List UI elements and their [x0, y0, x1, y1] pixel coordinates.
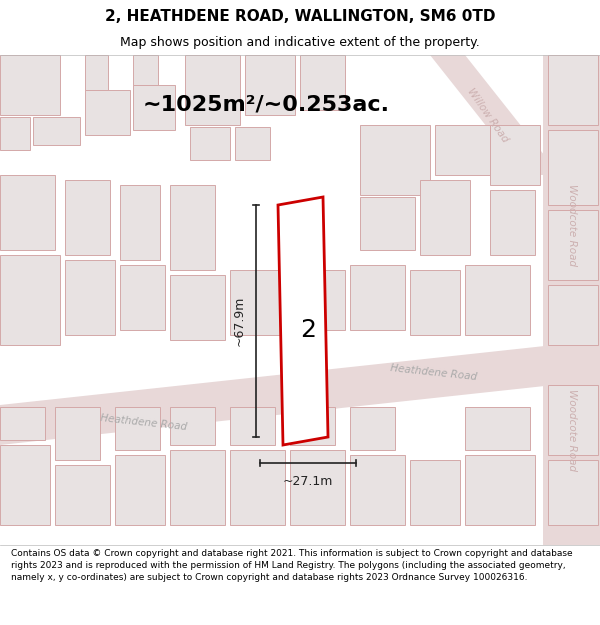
Polygon shape — [350, 407, 395, 450]
Text: ~1025m²/~0.253ac.: ~1025m²/~0.253ac. — [143, 95, 390, 115]
Polygon shape — [278, 197, 328, 445]
Polygon shape — [235, 127, 270, 160]
Text: ~27.1m: ~27.1m — [283, 475, 333, 488]
Polygon shape — [410, 270, 460, 335]
Polygon shape — [548, 55, 598, 125]
Text: Heathdene Road: Heathdene Road — [390, 364, 478, 382]
Polygon shape — [290, 450, 345, 525]
Polygon shape — [65, 260, 115, 335]
Polygon shape — [115, 455, 165, 525]
Polygon shape — [190, 127, 230, 160]
Polygon shape — [490, 125, 540, 185]
Text: Heathdene Road: Heathdene Road — [100, 414, 188, 432]
Polygon shape — [435, 125, 490, 175]
Polygon shape — [430, 55, 560, 175]
Polygon shape — [55, 407, 100, 460]
Polygon shape — [420, 180, 470, 255]
Polygon shape — [410, 460, 460, 525]
Polygon shape — [230, 407, 275, 445]
Polygon shape — [0, 340, 600, 445]
Polygon shape — [33, 117, 80, 145]
Polygon shape — [543, 55, 600, 545]
Polygon shape — [0, 117, 30, 150]
Polygon shape — [170, 407, 215, 445]
Text: Woodcote Road: Woodcote Road — [567, 184, 577, 266]
Polygon shape — [120, 185, 160, 260]
Polygon shape — [85, 90, 130, 135]
Polygon shape — [170, 185, 215, 270]
Polygon shape — [55, 465, 110, 525]
Polygon shape — [185, 55, 240, 125]
Polygon shape — [115, 407, 160, 450]
Polygon shape — [85, 55, 108, 90]
Polygon shape — [290, 270, 345, 330]
Polygon shape — [548, 460, 598, 525]
Text: Contains OS data © Crown copyright and database right 2021. This information is : Contains OS data © Crown copyright and d… — [11, 549, 572, 582]
Polygon shape — [133, 55, 158, 85]
Polygon shape — [548, 130, 598, 205]
Polygon shape — [360, 197, 415, 250]
Polygon shape — [170, 450, 225, 525]
Polygon shape — [465, 407, 530, 450]
Polygon shape — [170, 275, 225, 340]
Polygon shape — [548, 210, 598, 280]
Text: 2: 2 — [300, 318, 316, 342]
Polygon shape — [0, 445, 50, 525]
Polygon shape — [65, 180, 110, 255]
Polygon shape — [133, 85, 175, 130]
Polygon shape — [245, 55, 295, 115]
Polygon shape — [360, 125, 430, 195]
Polygon shape — [548, 385, 598, 455]
Polygon shape — [230, 270, 285, 335]
Polygon shape — [465, 455, 535, 525]
Text: Willow Road: Willow Road — [466, 86, 511, 144]
Polygon shape — [0, 175, 55, 250]
Polygon shape — [0, 255, 60, 345]
Polygon shape — [490, 190, 535, 255]
Polygon shape — [465, 265, 530, 335]
Text: 2, HEATHDENE ROAD, WALLINGTON, SM6 0TD: 2, HEATHDENE ROAD, WALLINGTON, SM6 0TD — [105, 9, 495, 24]
Polygon shape — [350, 265, 405, 330]
Text: Map shows position and indicative extent of the property.: Map shows position and indicative extent… — [120, 36, 480, 49]
Polygon shape — [230, 450, 285, 525]
Polygon shape — [0, 55, 60, 115]
Polygon shape — [548, 285, 598, 345]
Polygon shape — [290, 407, 335, 445]
Polygon shape — [350, 455, 405, 525]
Polygon shape — [0, 407, 45, 440]
Text: Woodcote Road: Woodcote Road — [567, 389, 577, 471]
Text: ~67.9m: ~67.9m — [233, 296, 246, 346]
Polygon shape — [120, 265, 165, 330]
Polygon shape — [300, 55, 345, 110]
